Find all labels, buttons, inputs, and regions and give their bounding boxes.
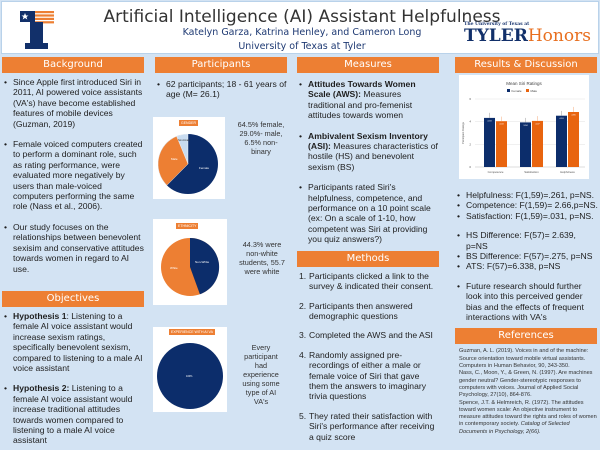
measure-label: Ambivalent Sexism Inventory (ASI): — [308, 130, 428, 152]
tyler-honors-logo: The University of Texas at TYLERHonors — [464, 22, 596, 45]
gender-pie-graphic: Female Male Non-binary — [157, 133, 218, 194]
experience-chart-title: EXPERIENCE WITH AI VA — [169, 329, 215, 335]
measure-ratings: Participants rated Siri's helpfulness, c… — [297, 182, 439, 244]
ethnicity-note: 44.3% were non-white students, 55.7 were… — [239, 240, 285, 276]
svg-text:4.04: 4.04 — [499, 124, 504, 126]
honors-logo-honors: Honors — [527, 26, 591, 46]
svg-text:0: 0 — [469, 165, 471, 169]
svg-text:100%: 100% — [186, 375, 193, 378]
ethnicity-chart-title: ETHNICITY — [176, 223, 199, 229]
chart-title: Mean Siri Ratings — [506, 81, 542, 86]
background-item: Female voiced computers created to perfo… — [2, 139, 144, 212]
honors-logo-tyler: TYLER — [464, 26, 528, 46]
svg-text:Competence: Competence — [488, 170, 504, 174]
measure-text: Measures characteristics of hostile (HS)… — [308, 141, 438, 172]
hypothesis-text: Listening to a female AI voice assistant… — [13, 383, 133, 446]
poster-header: Artificial Intelligence (AI) Assistant H… — [1, 1, 599, 54]
hypothesis-text: : Listening to a female AI voice assista… — [13, 310, 143, 373]
participants-list: 62 participants; 18 - 61 years of age (M… — [155, 79, 287, 100]
experience-note: Every participant had experience using s… — [242, 343, 280, 406]
measure-label: Attitudes Towards Women Scale (AWS): — [308, 79, 416, 100]
method-step: 2. Participants then answered demographic… — [299, 300, 413, 321]
measure-text: Measures traditional and pro-femenist at… — [308, 89, 413, 121]
experience-pie-chart: EXPERIENCE WITH AI VA 100% — [153, 327, 227, 412]
column-results: Results & Discussion — [455, 57, 597, 73]
gender-pie-chart: GENDER Female Male Non-binary — [153, 117, 225, 199]
column-background: Background Since Apple first introduced … — [2, 57, 144, 446]
svg-text:4.53: 4.53 — [559, 118, 564, 120]
stat-item: ATS: F(57)=6.338, p=NS — [455, 261, 600, 272]
measure-aws: Attitudes Towards Women Scale (AWS): Mea… — [297, 79, 439, 121]
gender-note: 64.5% female, 29.0%- male, 6.5% non-bina… — [237, 120, 285, 156]
svg-text:4.33: 4.33 — [487, 121, 492, 123]
references-list: Guzman, A. L. (2019). Voices in and of t… — [455, 348, 597, 436]
stat-item: BS Difference: F(57)=.275, p=NS — [455, 251, 600, 262]
poster-affiliation: University of Texas at Tyler — [238, 41, 366, 52]
measure-asi: Ambivalent Sexism Inventory (ASI): Measu… — [297, 131, 439, 173]
measures-list: Attitudes Towards Women Scale (AWS): Mea… — [297, 79, 439, 245]
background-heading: Background — [2, 57, 144, 73]
experience-pie-graphic: 100% — [157, 343, 223, 409]
results-heading: Results & Discussion — [455, 57, 597, 73]
svg-text:6: 6 — [469, 97, 471, 101]
svg-text:Helpfulness: Helpfulness — [560, 170, 575, 174]
svg-text:Male: Male — [171, 157, 178, 161]
ethnicity-pie-chart: ETHNICITY Non-White White — [153, 219, 227, 305]
svg-text:Satisfaction: Satisfaction — [524, 170, 539, 174]
participants-heading: Participants — [155, 57, 287, 73]
background-list: Since Apple first introduced Siri in 201… — [2, 77, 144, 274]
svg-text:Female: Female — [512, 89, 522, 93]
ut-tyler-logo-icon — [20, 11, 54, 49]
svg-text:Non-binary: Non-binary — [178, 139, 191, 142]
stat-item: HS Difference: F(57)= 2.639, p=NS — [455, 230, 600, 251]
reference-entry: Spence, J.T. & Helmreich, R. (1972). The… — [459, 399, 597, 435]
poster-authors: Katelyn Garza, Katrina Henley, and Camer… — [182, 27, 422, 38]
svg-text:Female: Female — [199, 166, 209, 170]
discussion-item: Future research should further look into… — [455, 281, 587, 323]
hypothesis-label: Hypothesis 1 — [13, 310, 67, 321]
stat-item: Satisfaction: F(1,59)=.031, p=NS. — [455, 211, 600, 222]
participants-summary: 62 participants; 18 - 61 years of age (M… — [155, 79, 287, 100]
bar-chart-graphic: Mean Siri Ratings Female Male 6 4 2 0 Pa… — [461, 81, 585, 174]
svg-text:White: White — [170, 266, 178, 270]
svg-text:Non-White: Non-White — [195, 260, 210, 264]
svg-text:3.94: 3.94 — [523, 125, 528, 127]
background-item: Our study focuses on the relationships b… — [2, 222, 144, 274]
objectives-heading: Objectives — [2, 290, 144, 307]
gender-chart-title: GENDER — [179, 120, 198, 126]
svg-text:Male: Male — [531, 89, 538, 93]
anova-stats-list: Helpfulness: F(1,59)=.261, p=NS. Compete… — [455, 190, 600, 222]
stat-item: Competence: F(1,59)= 2.66,p=NS. — [455, 200, 600, 211]
reference-entry: Nass, C., Moon, Y., & Green, N. (1997). … — [459, 370, 593, 399]
method-step: 3. Completed the AWS and the ASI — [299, 330, 433, 341]
svg-text:Participant Ratings: Participant Ratings — [461, 121, 465, 143]
hypothesis-label: Hypothesis 2: — [13, 383, 70, 394]
references-heading: References — [455, 328, 597, 345]
svg-text:4.07: 4.07 — [535, 123, 540, 125]
stat-item: Helpfulness: F(1,59)=.261, p=NS. — [455, 190, 600, 201]
objectives-list: Hypothesis 1: Listening to a female AI v… — [2, 311, 144, 446]
method-step: 1. Participants clicked a link to the sur… — [299, 270, 434, 292]
honors-logo-subtitle: The University of Texas at — [464, 22, 530, 27]
reference-entry: Guzman, A. L. (2019). Voices in and of t… — [459, 348, 589, 370]
hypothesis-1: Hypothesis 1: Listening to a female AI v… — [2, 311, 144, 373]
column-participants: Participants 62 participants; 18 - 61 ye… — [153, 57, 287, 450]
hypothesis-2: Hypothesis 2: Listening to a female AI v… — [2, 383, 144, 445]
svg-text:4: 4 — [469, 120, 471, 124]
poster-title: Artificial Intelligence (AI) Assistant H… — [103, 7, 501, 27]
method-step: 5. They rated their satisfaction with Sir… — [299, 410, 435, 442]
column-measures-methods: Measures Attitudes Towards Women Scale (… — [297, 57, 439, 450]
svg-text:4.85: 4.85 — [571, 115, 576, 117]
measures-heading: Measures — [297, 57, 439, 73]
methods-list: 1. Participants clicked a link to the sur… — [297, 271, 439, 450]
ethnicity-pie-graphic: Non-White White — [161, 237, 220, 296]
difference-stats-list: HS Difference: F(57)= 2.639, p=NS BS Dif… — [455, 230, 600, 272]
method-step: 4. Randomly assigned pre-recordings of ei… — [299, 349, 427, 402]
methods-heading: Methods — [297, 250, 439, 267]
background-item: Since Apple first introduced Siri in 201… — [2, 77, 144, 129]
mean-siri-ratings-chart: Mean Siri Ratings Female Male 6 4 2 0 Pa… — [459, 75, 589, 179]
discussion-list: Future research should further look into… — [455, 281, 587, 323]
svg-text:2: 2 — [469, 142, 471, 146]
results-text: Helpfulness: F(1,59)=.261, p=NS. Compete… — [455, 190, 600, 436]
